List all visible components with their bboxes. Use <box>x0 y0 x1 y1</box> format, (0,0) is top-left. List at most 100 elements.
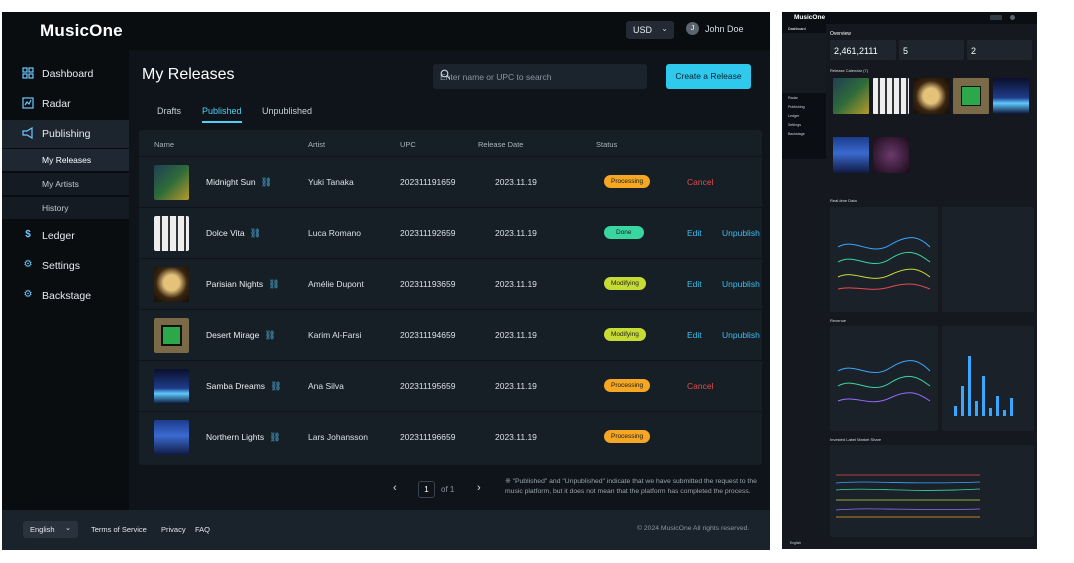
status-badge: Modifying <box>604 328 646 341</box>
footer: English ⌄ Terms of Service Privacy FAQ ©… <box>2 510 770 550</box>
release-name[interactable]: Midnight Sun <box>206 177 256 187</box>
faq-link[interactable]: FAQ <box>195 525 211 534</box>
unpublish-button[interactable]: Unpublish <box>722 330 760 340</box>
avatar[interactable]: J <box>686 22 699 35</box>
table-row[interactable]: Desert Mirage ⛓ Karim Al-Farsi 2023111946… <box>139 309 762 360</box>
mini-market-title: Invested Label Market Share <box>830 437 882 442</box>
sidebar-item-ledger[interactable]: $ Ledger <box>2 222 129 250</box>
upc-value: 202311192659 <box>400 228 456 238</box>
sidebar-item-label: Radar <box>42 98 71 110</box>
sidebar-item-radar[interactable]: Radar <box>2 90 129 118</box>
column-header-status: Status <box>596 140 618 149</box>
sidebar-subitem-history[interactable]: History <box>2 197 129 219</box>
search-input[interactable]: Enter name or UPC to search <box>433 64 647 89</box>
currency-select[interactable]: USD ⌄ <box>626 21 674 39</box>
current-page[interactable]: 1 <box>418 481 435 498</box>
link-icon[interactable]: ⛓ <box>260 177 273 187</box>
column-header-upc: UPC <box>400 140 416 149</box>
album-cover <box>154 165 189 200</box>
link-icon[interactable]: ⛓ <box>249 228 262 238</box>
release-name[interactable]: Dolce Vita <box>206 228 245 238</box>
sidebar-item-backstage[interactable]: ⚙ Backstage <box>2 282 129 310</box>
column-header-name: Name <box>154 140 175 149</box>
mini-avatar <box>1010 15 1015 20</box>
album-cover <box>154 216 189 251</box>
currency-value: USD <box>633 25 653 35</box>
mini-album-cover <box>953 78 989 114</box>
release-date: 2023.11.19 <box>495 381 537 391</box>
cancel-button[interactable]: Cancel <box>687 381 714 391</box>
table-row[interactable]: Samba Dreams ⛓ Ana Silva 202311195659 202… <box>139 360 762 411</box>
edit-button[interactable]: Edit <box>687 330 702 340</box>
search-icon[interactable] <box>440 69 451 80</box>
dollar-icon: $ <box>25 229 31 240</box>
tab-unpublished[interactable]: Unpublished <box>262 106 313 116</box>
link-icon[interactable]: ⛓ <box>269 432 281 442</box>
main-app-window: MusicOne USD ⌄ J John Doe Dashboard Rada… <box>2 12 770 550</box>
mini-top-bar: MusicOne <box>782 12 1037 24</box>
artist-name: Yuki Tanaka <box>308 177 354 187</box>
table-row[interactable]: Parisian Nights ⛓ Amélie Dupont 202311193… <box>139 258 762 309</box>
mini-stat-card: 5 <box>899 40 964 60</box>
upc-value: 202311194659 <box>400 330 456 340</box>
unpublish-button[interactable]: Unpublish <box>722 228 760 238</box>
publish-note: ※ "Published" and "Unpublished" indicate… <box>505 478 757 495</box>
mini-overview-title: Overview <box>830 31 851 37</box>
sidebar-subitem-label: My Releases <box>42 155 92 165</box>
link-icon[interactable]: ⛓ <box>268 279 280 289</box>
sidebar-subitem-my-releases[interactable]: My Releases <box>2 149 129 171</box>
mini-song-list <box>942 207 1034 312</box>
artist-name: Karim Al-Farsi <box>308 330 362 340</box>
sidebar-subitem-my-artists[interactable]: My Artists <box>2 173 129 195</box>
release-name[interactable]: Northern Lights <box>206 432 265 442</box>
mini-market-lines <box>835 474 981 518</box>
privacy-link[interactable]: Privacy <box>161 525 186 534</box>
release-name[interactable]: Parisian Nights <box>206 279 264 289</box>
sidebar-item-label: Dashboard <box>42 68 94 80</box>
artist-name: Luca Romano <box>308 228 361 238</box>
table-row[interactable]: Dolce Vita ⛓ Luca Romano 202311192659 202… <box>139 207 762 258</box>
chevron-right-icon[interactable]: › <box>477 482 481 494</box>
sidebar-item-publishing[interactable]: Publishing <box>2 120 129 148</box>
sidebar-item-label: Backstage <box>42 290 92 302</box>
release-date: 2023.11.19 <box>495 279 537 289</box>
cancel-button[interactable]: Cancel <box>687 177 714 187</box>
mini-nav-backstage: Backstage <box>788 132 805 136</box>
mini-revenue-title: Revenue <box>830 318 847 323</box>
link-icon[interactable]: ⛓ <box>270 381 282 391</box>
mini-album-cover <box>913 78 949 114</box>
language-value: English <box>30 525 55 534</box>
mini-nav-publishing: Publishing <box>788 105 805 109</box>
chart-icon <box>22 97 34 109</box>
mini-album-cover <box>873 137 909 173</box>
terms-link[interactable]: Terms of Service <box>91 525 147 534</box>
table-row[interactable]: Midnight Sun ⛓ Yuki Tanaka 202311191659 2… <box>139 156 762 207</box>
language-select[interactable]: English ⌄ <box>23 521 78 538</box>
mini-realtime-chart <box>830 207 938 312</box>
album-cover <box>154 318 189 353</box>
edit-button[interactable]: Edit <box>687 279 702 289</box>
page-title: My Releases <box>142 66 235 83</box>
upc-value: 202311191659 <box>400 177 456 187</box>
tab-published[interactable]: Published <box>202 106 242 123</box>
mini-revenue-chart <box>830 326 938 431</box>
create-release-button[interactable]: Create a Release <box>666 64 751 89</box>
chevron-down-icon: ⌄ <box>65 525 71 532</box>
artist-name: Amélie Dupont <box>308 279 364 289</box>
link-icon[interactable]: ⛓ <box>264 330 276 340</box>
releases-table: Name Artist UPC Release Date Status Midn… <box>139 130 762 465</box>
chevron-left-icon[interactable]: ‹ <box>393 482 397 494</box>
mini-line-chart <box>837 237 931 290</box>
tab-drafts[interactable]: Drafts <box>157 106 182 116</box>
user-name[interactable]: John Doe <box>705 24 744 34</box>
sidebar-item-dashboard[interactable]: Dashboard <box>2 60 129 88</box>
release-name[interactable]: Desert Mirage <box>206 330 260 340</box>
dashboard-preview: MusicOne Dashboard Radar Publishing Ledg… <box>782 12 1037 549</box>
mini-nav-settings: Settings <box>788 123 801 127</box>
mini-release-calendar-title: Release Calendar (7) <box>830 68 869 73</box>
edit-button[interactable]: Edit <box>687 228 702 238</box>
release-name[interactable]: Samba Dreams <box>206 381 266 391</box>
sidebar-item-settings[interactable]: ⚙ Settings <box>2 252 129 280</box>
unpublish-button[interactable]: Unpublish <box>722 279 760 289</box>
table-row[interactable]: Northern Lights ⛓ Lars Johansson 20231119… <box>139 411 762 462</box>
